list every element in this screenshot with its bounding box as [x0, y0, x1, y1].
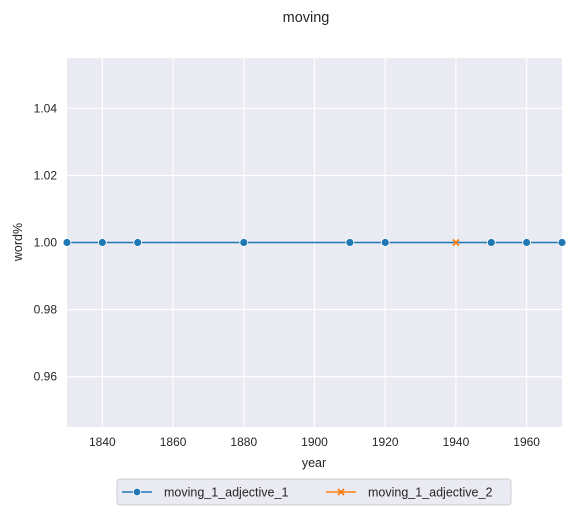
y-tick-label: 0.96	[34, 370, 58, 384]
y-tick-label: 1.02	[34, 168, 58, 182]
legend-frame	[116, 478, 512, 506]
data-point	[62, 238, 72, 247]
x-tick-label: 1920	[372, 435, 399, 449]
chart-title: moving	[283, 10, 330, 26]
x-tick-label: 1860	[160, 435, 187, 449]
data-point	[239, 238, 249, 247]
data-point	[345, 238, 355, 247]
data-point	[380, 238, 390, 247]
x-tick-label: 1900	[301, 435, 328, 449]
data-point	[97, 238, 107, 247]
x-axis-ticks: 1840 1860 1880 1900 1920 1940 1960	[89, 435, 540, 449]
x-tick-label: 1840	[89, 435, 116, 449]
legend-item-2: moving_1_adjective_2	[326, 486, 492, 500]
data-point	[522, 238, 532, 247]
series-group	[62, 238, 567, 247]
data-point	[486, 238, 496, 247]
x-tick-label: 1940	[443, 435, 470, 449]
y-axis-label: word%	[11, 223, 25, 262]
legend-label: moving_1_adjective_2	[368, 486, 492, 500]
y-tick-label: 1.00	[34, 236, 58, 250]
legend-item-1: moving_1_adjective_1	[122, 486, 288, 500]
legend: moving_1_adjective_1 moving_1_adjective_2	[116, 478, 512, 506]
data-point	[452, 238, 460, 247]
x-tick-label: 1960	[513, 435, 540, 449]
y-tick-label: 0.98	[34, 303, 58, 317]
data-point	[557, 238, 567, 247]
x-tick-label: 1880	[230, 435, 257, 449]
legend-marker	[132, 487, 142, 497]
legend-label: moving_1_adjective_1	[164, 486, 288, 500]
data-point	[133, 238, 143, 247]
y-tick-label: 1.04	[34, 101, 58, 115]
x-axis-label: year	[302, 456, 326, 470]
y-axis-ticks: 0.96 0.98 1.00 1.02 1.04	[34, 101, 58, 383]
